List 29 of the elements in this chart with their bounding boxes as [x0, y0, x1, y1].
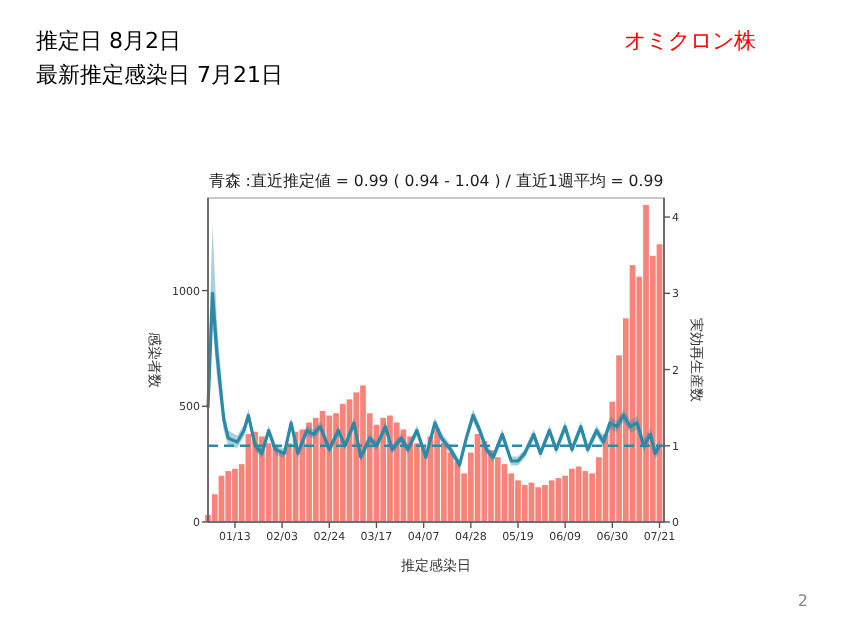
bar: [312, 417, 319, 522]
bar: [542, 484, 548, 522]
bar: [515, 480, 521, 522]
bar: [360, 385, 366, 522]
bar: [265, 443, 272, 522]
bar: [306, 422, 312, 522]
bar: [225, 471, 232, 522]
text: オミクロン株: [624, 28, 756, 54]
bar: [339, 403, 346, 522]
bar: [434, 429, 440, 522]
bar: [326, 415, 333, 522]
bar: [393, 422, 400, 522]
bar: [494, 457, 501, 522]
bar: [414, 443, 420, 522]
bar: [454, 461, 461, 522]
bar: [643, 204, 649, 522]
bar: [407, 436, 414, 522]
bar: [481, 441, 488, 522]
bar: [569, 468, 575, 522]
text: 2: [797, 592, 808, 610]
text: 推定日 8月2日: [36, 28, 181, 54]
bar: [575, 466, 582, 522]
bar: [232, 468, 238, 522]
bar: [380, 417, 387, 522]
bar: [562, 475, 569, 522]
bar: [535, 487, 542, 522]
bar: [548, 480, 555, 522]
text: 最新推定感染日 7月21日: [36, 62, 283, 88]
bar: [521, 484, 528, 522]
